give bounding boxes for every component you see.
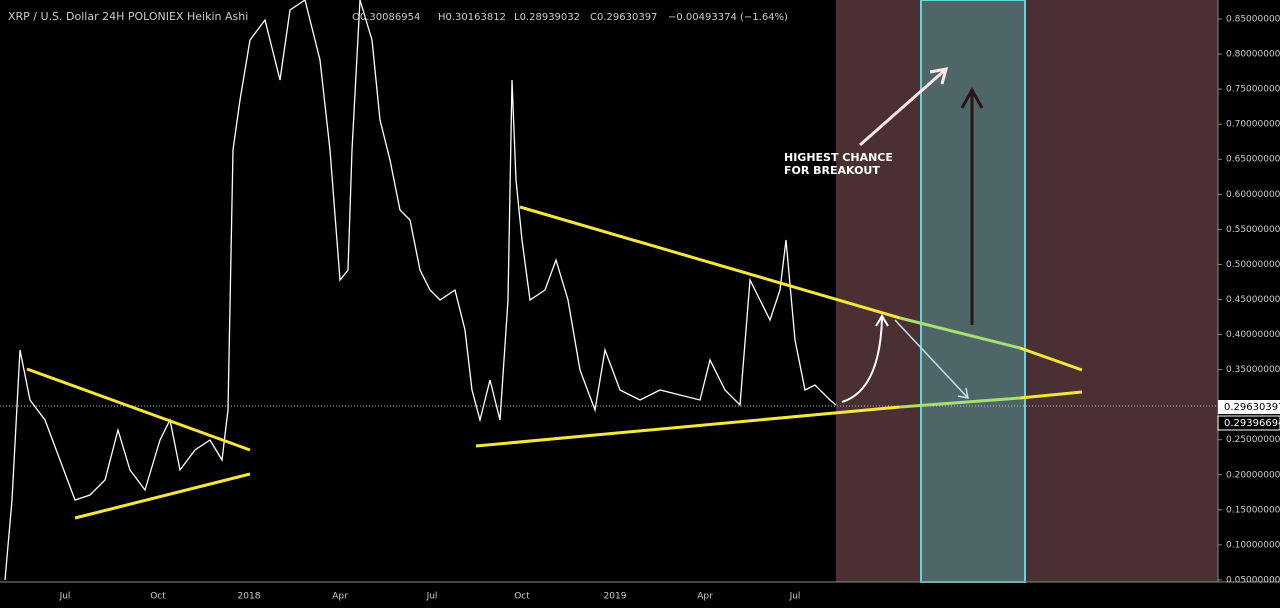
price-label: 0.35000000 [1226, 365, 1280, 375]
time-label: Oct [150, 592, 166, 602]
change: −0.00493374 (−1.64%) [668, 12, 788, 23]
price-axis [1218, 0, 1280, 604]
zone [836, 0, 1218, 582]
price-label: 0.55000000 [1226, 225, 1280, 235]
price-line [4, 0, 837, 581]
price-label: 0.85000000 [1226, 15, 1280, 25]
price-label: 0.60000000 [1226, 190, 1280, 200]
price-label: 0.50000000 [1226, 260, 1280, 270]
annotation: FOR BREAKOUT [784, 164, 880, 177]
price-label: 0.45000000 [1226, 295, 1280, 305]
trendlines-projected [899, 316, 1021, 409]
time-label: Oct [514, 592, 530, 602]
ohlc-open: O0.30086954 [352, 12, 420, 23]
time-label: Jul [789, 592, 801, 602]
annotation: HIGHEST CHANCE [784, 151, 893, 164]
price-label: 0.05000000 [1226, 575, 1280, 585]
price-label: 0.80000000 [1226, 50, 1280, 60]
symbol: XRP / U.S. Dollar 24H POLONIEX Heikin As… [8, 10, 248, 23]
time-label: 2018 [238, 592, 261, 602]
price-label: 0.15000000 [1226, 505, 1280, 515]
price-label: 0.70000000 [1226, 120, 1280, 130]
price-label: 0.10000000 [1226, 540, 1280, 550]
last-price-badge [1218, 400, 1280, 414]
marker-badge [1217, 415, 1280, 431]
time-label: Apr [697, 592, 713, 602]
arrows [841, 67, 984, 403]
price-label: 0.75000000 [1226, 85, 1280, 95]
price-label: 0.40000000 [1226, 330, 1280, 340]
trendlines [26, 205, 1083, 520]
ohlc-low: L0.28939032 [514, 12, 580, 23]
ohlc-close: C0.29630397 [590, 12, 657, 23]
time-label: Jul [426, 592, 438, 602]
last-price: 0.29630397 [1224, 402, 1280, 413]
ohlc-high: H0.30163812 [438, 12, 506, 23]
time-label: Apr [332, 592, 348, 602]
price-label: 0.25000000 [1226, 435, 1280, 445]
time-label: Jul [59, 592, 71, 602]
price-label: 0.20000000 [1226, 470, 1280, 480]
time-label: 2019 [604, 592, 627, 602]
marker-price: 0.29396694 [1224, 418, 1280, 429]
price-label: 0.65000000 [1226, 155, 1280, 165]
